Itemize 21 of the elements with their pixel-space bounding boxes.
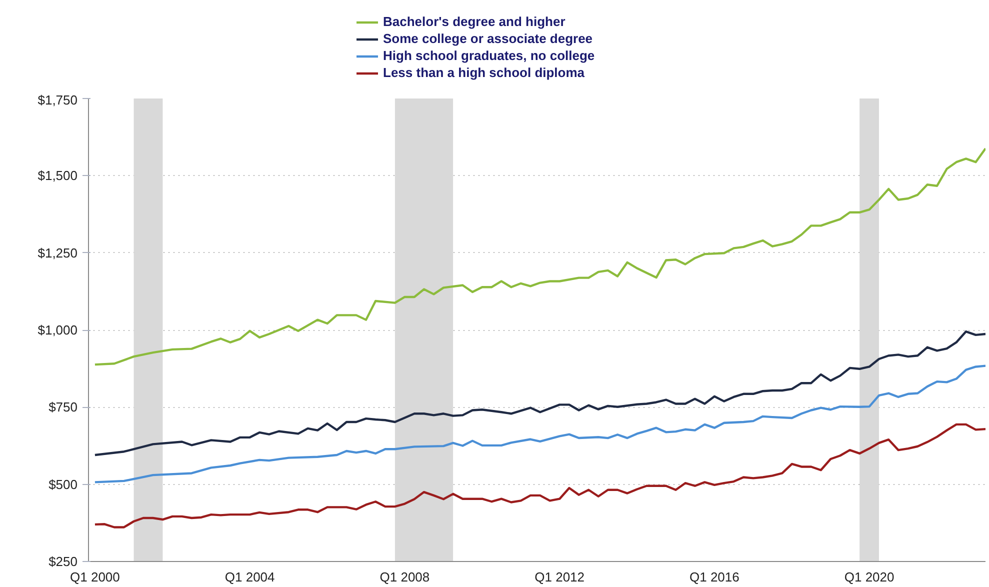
legend-label: Some college or associate degree [383, 31, 593, 46]
line-series [94, 147, 986, 366]
y-tick-label: $500 [48, 476, 78, 492]
y-tick-label: $250 [48, 554, 78, 569]
x-tick-label: Q1 2008 [380, 570, 430, 584]
x-tick-label: Q1 2020 [844, 570, 894, 584]
y-tick-label: $1,750 [38, 92, 78, 108]
x-tick-label: Q1 2000 [70, 570, 120, 584]
line-series [94, 330, 986, 456]
line-series [94, 423, 986, 528]
legend-label: Less than a high school diploma [383, 65, 585, 80]
legend-label: High school graduates, no college [383, 48, 595, 63]
line-series [94, 364, 986, 484]
y-tick-label: $1,500 [38, 168, 78, 184]
y-tick-label: $750 [48, 400, 78, 415]
y-tick-label: $1,250 [38, 245, 78, 260]
x-tick-label: Q1 2012 [534, 570, 585, 584]
x-tick-label: Q1 2004 [224, 570, 275, 584]
legend-label: Bachelor's degree and higher [383, 14, 566, 29]
x-tick-label: Q1 2016 [690, 570, 740, 584]
y-tick-label: $1,000 [38, 322, 78, 338]
